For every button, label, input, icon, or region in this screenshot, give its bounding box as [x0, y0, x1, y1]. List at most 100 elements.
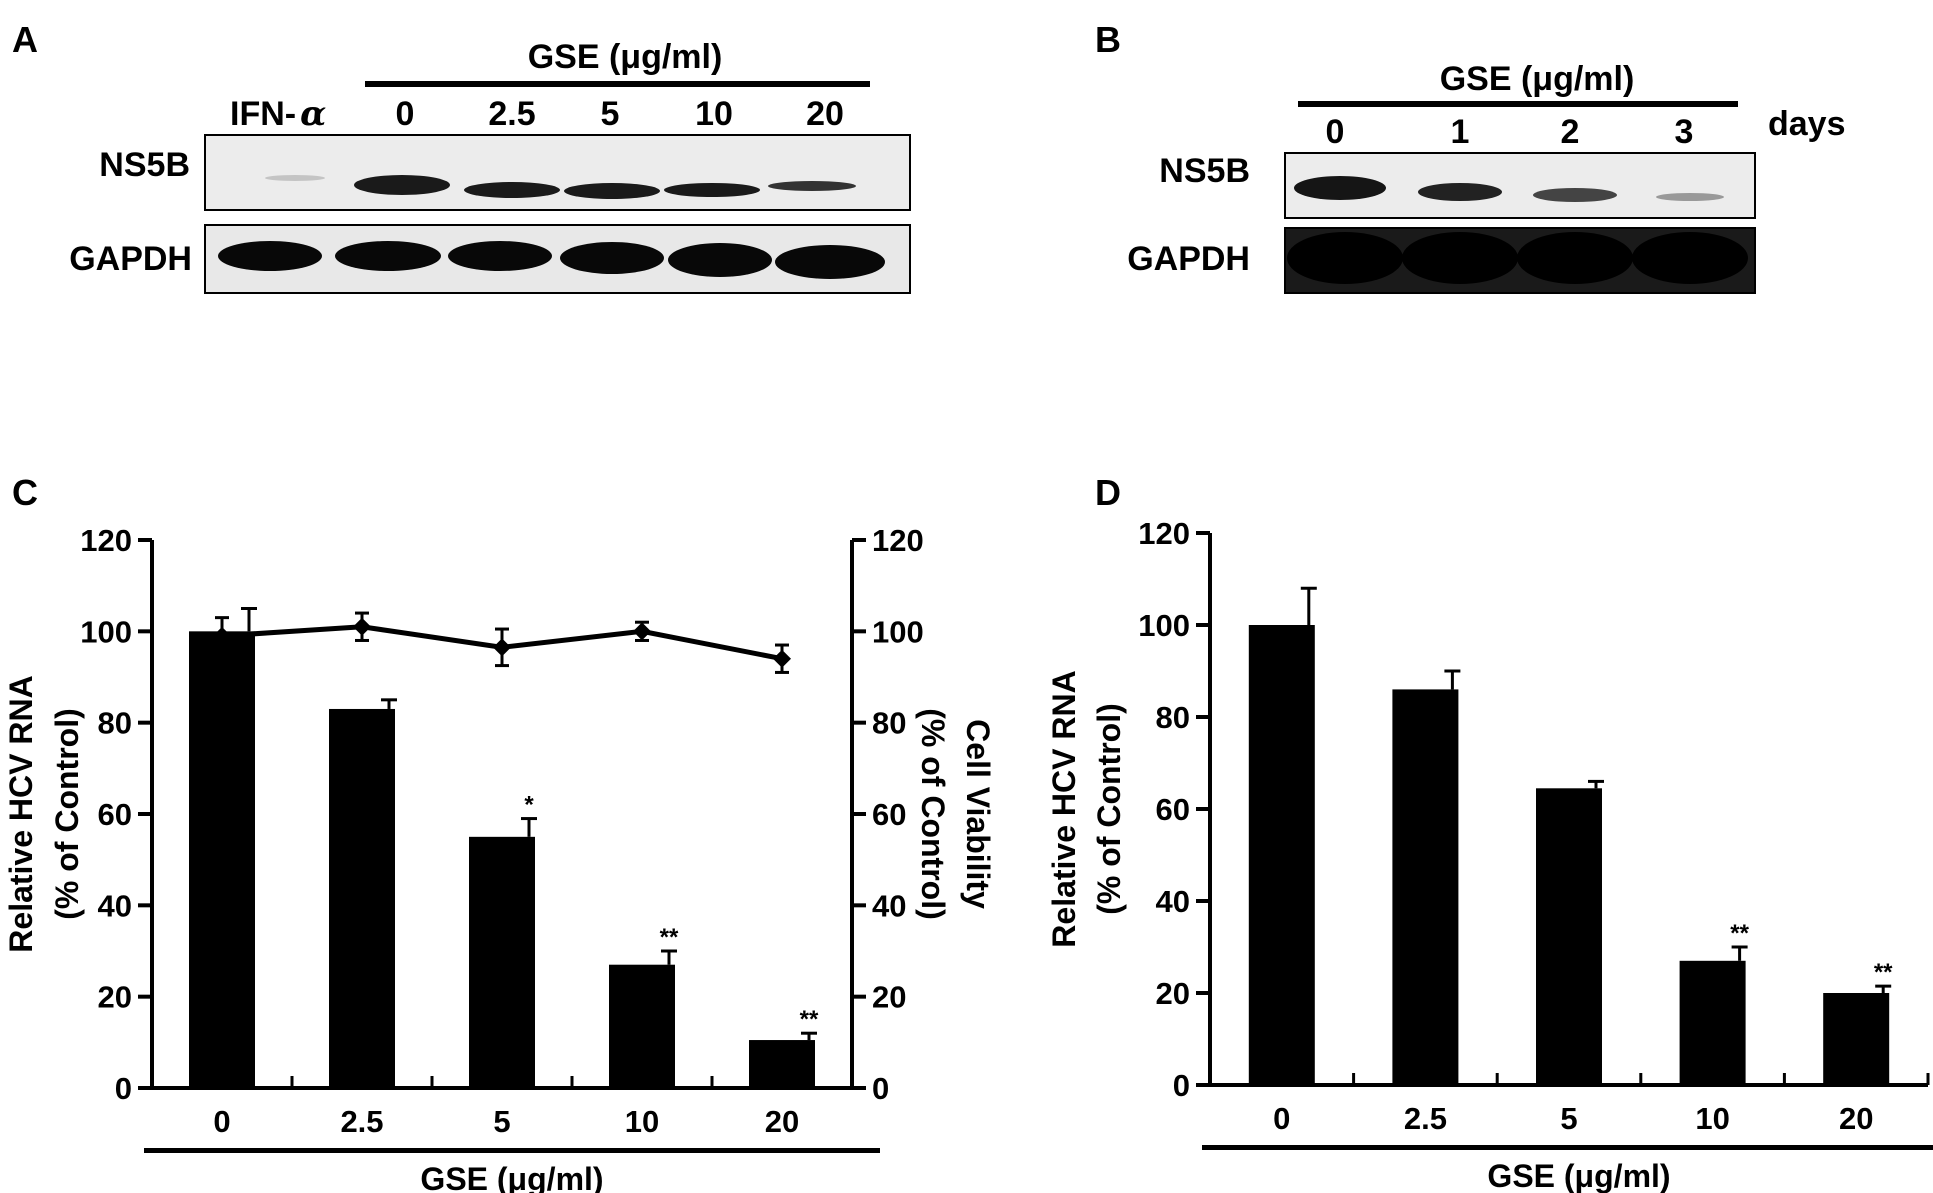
- y-axis-label: (% of Control): [49, 708, 85, 920]
- band: [1632, 232, 1748, 284]
- x-tick-label: 10: [1695, 1101, 1729, 1136]
- x-tick-label: 5: [1560, 1101, 1577, 1136]
- panel-b-letter: B: [1095, 19, 1121, 60]
- y-tick-label: 40: [98, 888, 132, 923]
- panel-a: A GSE (μg/ml) IFN-α 0 2.5 5 10 20 NS5B G…: [12, 19, 911, 294]
- x-tick-label: 2.5: [340, 1104, 383, 1139]
- panel-a-lane-label: 20: [806, 95, 844, 133]
- panel-a-group-label: GSE (μg/ml): [528, 38, 723, 76]
- y-axis-label: Relative HCV RNA: [3, 675, 39, 952]
- x-tick-label: 5: [493, 1104, 510, 1139]
- y-tick-label: 0: [1173, 1068, 1190, 1103]
- panel-a-lane-label: 0: [396, 95, 415, 133]
- band: [768, 181, 856, 191]
- band: [775, 245, 885, 279]
- panel-a-lane-label: 5: [601, 95, 620, 133]
- band: [1287, 232, 1403, 284]
- panel-a-letter: A: [12, 19, 38, 60]
- y-tick-label: 60: [98, 797, 132, 832]
- x-axis-bracket: [144, 1148, 880, 1153]
- y-tick-label: 40: [1156, 884, 1190, 919]
- bar: [189, 631, 255, 1088]
- band: [1533, 188, 1617, 202]
- panel-b-ns5b-bands: [1294, 176, 1724, 202]
- band: [1656, 193, 1724, 201]
- x-tick-label: 2.5: [1404, 1101, 1447, 1136]
- y-axis-label: (% of Control): [1091, 703, 1127, 915]
- panel-a-lane-label: 2.5: [488, 95, 535, 133]
- band: [218, 241, 322, 271]
- y-tick-label: 100: [80, 614, 132, 649]
- x-tick-label: 0: [213, 1104, 230, 1139]
- significance-label: **: [660, 924, 679, 951]
- panel-b-gapdh-bands: [1287, 232, 1748, 284]
- secondary-y-tick-label: 100: [872, 614, 924, 649]
- y-tick-label: 20: [1156, 976, 1190, 1011]
- panel-b-lane-label: 3: [1675, 113, 1694, 151]
- band: [335, 241, 441, 271]
- line-point: [633, 622, 651, 641]
- secondary-y-axis-label: Cell Viability: [960, 719, 996, 909]
- y-tick-label: 60: [1156, 792, 1190, 827]
- y-tick-label: 100: [1138, 608, 1190, 643]
- band: [560, 242, 664, 274]
- band: [265, 175, 325, 181]
- panel-b-row-label-ns5b: NS5B: [1159, 152, 1250, 190]
- panel-c-letter: C: [12, 472, 38, 513]
- bar: [1248, 625, 1315, 1085]
- y-tick-label: 0: [115, 1071, 132, 1106]
- panel-d-chart: D 0 20 40 60 80 100 120 ** ** 0 2.5 5 10 20 GSE (μg/ml…: [1046, 472, 1933, 1193]
- x-tick-label: 20: [1839, 1101, 1873, 1136]
- bar: [1536, 788, 1602, 1085]
- band: [464, 182, 560, 198]
- band: [448, 241, 552, 271]
- panel-b-lane-label: 0: [1326, 113, 1345, 151]
- panel-a-row-label-gapdh: GAPDH: [69, 240, 192, 278]
- x-tick-label: 0: [1273, 1101, 1290, 1136]
- panel-b-lane-label: 1: [1451, 113, 1470, 151]
- line-point: [213, 626, 231, 645]
- bar: [1679, 960, 1746, 1085]
- bar: [329, 708, 395, 1088]
- x-tick-label: 10: [625, 1104, 659, 1139]
- panel-b-row-label-gapdh: GAPDH: [1127, 240, 1250, 278]
- secondary-y-axis-label: (% of Control): [915, 708, 951, 920]
- bar: [469, 836, 535, 1088]
- line-point: [353, 617, 371, 636]
- significance-label: *: [524, 792, 534, 819]
- panel-b-group-label: GSE (μg/ml): [1440, 60, 1635, 98]
- y-tick-label: 120: [80, 523, 132, 558]
- panel-d-letter: D: [1095, 472, 1121, 513]
- panel-a-group-bar: [365, 81, 870, 87]
- panel-a-blot-ns5b: [204, 134, 911, 211]
- y-axis-label: Relative HCV RNA: [1046, 670, 1082, 947]
- significance-label: **: [1730, 920, 1749, 947]
- band: [564, 183, 660, 199]
- panel-a-ns5b-bands: [265, 175, 856, 199]
- y-tick-label: 20: [98, 980, 132, 1015]
- bar: [1392, 689, 1459, 1085]
- band: [668, 243, 772, 277]
- bar: [749, 1040, 815, 1088]
- x-tick-label: 20: [765, 1104, 799, 1139]
- secondary-y-tick-label: 80: [872, 706, 906, 741]
- panel-a-gapdh-bands: [218, 241, 885, 279]
- x-axis-label: GSE (μg/ml): [1487, 1158, 1670, 1193]
- line-point: [493, 638, 511, 657]
- y-tick-label: 80: [98, 706, 132, 741]
- y-tick-label: 80: [1156, 700, 1190, 735]
- x-axis-bracket: [1202, 1145, 1933, 1150]
- band: [354, 175, 450, 195]
- band: [1402, 232, 1518, 284]
- secondary-y-tick-label: 20: [872, 980, 906, 1015]
- secondary-y-tick-label: 40: [872, 888, 906, 923]
- panel-b-lane-label: 2: [1561, 113, 1580, 151]
- band: [1418, 183, 1502, 201]
- panel-b: B GSE (μg/ml) 0 1 2 3 days NS5B GAPDH: [1095, 19, 1846, 294]
- panel-a-row-label-ns5b: NS5B: [99, 146, 190, 184]
- bar: [1823, 993, 1890, 1085]
- panel-a-control-label: IFN-α: [230, 94, 326, 134]
- secondary-y-tick-label: 0: [872, 1071, 889, 1106]
- secondary-y-tick-label: 60: [872, 797, 906, 832]
